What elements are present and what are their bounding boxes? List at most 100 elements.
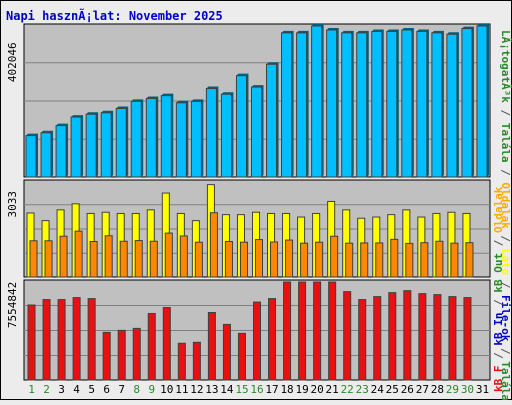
visits-bar bbox=[130, 100, 142, 178]
x-tick-label: 3 bbox=[58, 383, 65, 396]
bandwidth-bar bbox=[298, 281, 307, 381]
panel-visits: 402046 bbox=[6, 23, 491, 178]
bandwidth-bar bbox=[388, 292, 397, 381]
legend-part: Láto bbox=[499, 249, 512, 276]
x-tick-label: 13 bbox=[205, 383, 218, 396]
hits-bar bbox=[224, 241, 233, 278]
legend-part: Talála bbox=[499, 123, 512, 163]
x-axis-labels: 1 2 3 4 5 6 7 8 9 10 11 12 13 14 15 16 17 18 19 20 21 22 23 24 2… bbox=[28, 383, 489, 396]
visits-bar bbox=[431, 32, 443, 178]
hits-bar bbox=[375, 242, 384, 278]
bandwidth-bar bbox=[358, 299, 367, 381]
bandwidth-bar bbox=[328, 281, 337, 381]
x-tick-label: 1 bbox=[28, 383, 35, 396]
x-tick-label: 21 bbox=[326, 383, 339, 396]
legend-part: File-ok bbox=[499, 295, 512, 342]
visits-bar bbox=[220, 93, 232, 178]
hits-bar bbox=[164, 232, 173, 278]
legend-part: Oldalak bbox=[492, 186, 505, 233]
chart-title: Napi hasznÃ¡lat: November 2025 bbox=[6, 8, 223, 23]
hits-bar bbox=[285, 239, 294, 278]
visits-bar bbox=[341, 32, 353, 178]
bandwidth-bar bbox=[132, 327, 141, 381]
x-tick-label: 8 bbox=[133, 383, 140, 396]
right-bandwidth-legend: kB F / kB In / kB Out / Oldalak bbox=[492, 186, 505, 392]
visits-bar bbox=[416, 30, 428, 178]
legend-part: kB Out bbox=[492, 253, 505, 293]
bandwidth-bar bbox=[463, 297, 472, 381]
x-tick-label: 29 bbox=[446, 383, 459, 396]
x-tick-label: 17 bbox=[265, 383, 278, 396]
hits-bar bbox=[405, 242, 414, 278]
x-tick-label: 24 bbox=[371, 383, 385, 396]
hits-bar bbox=[330, 235, 339, 278]
hits-bar bbox=[300, 242, 309, 278]
x-tick-label: 19 bbox=[295, 383, 308, 396]
visits-bar bbox=[85, 113, 97, 178]
legend-part: / bbox=[499, 229, 512, 249]
x-tick-label: 23 bbox=[356, 383, 369, 396]
legend-part: Oldalak bbox=[499, 182, 512, 229]
visits-bar bbox=[25, 135, 37, 178]
bandwidth-bar bbox=[162, 307, 171, 381]
x-tick-label: 30 bbox=[461, 383, 474, 396]
hits-bar bbox=[390, 238, 399, 278]
hits-bar bbox=[465, 242, 474, 278]
legend-part: kB F bbox=[492, 366, 505, 393]
bandwidth-bar bbox=[237, 332, 246, 381]
visits-bar bbox=[266, 63, 278, 178]
visits-bar bbox=[100, 112, 112, 178]
x-tick-label: 15 bbox=[235, 383, 248, 396]
visits-bar bbox=[446, 33, 458, 178]
bandwidth-bar bbox=[207, 311, 216, 381]
bandwidth-bar bbox=[343, 291, 352, 381]
bandwidth-bar bbox=[403, 290, 412, 381]
visits-bar bbox=[205, 88, 217, 178]
x-tick-label: 2 bbox=[43, 383, 50, 396]
visits-bar bbox=[40, 132, 52, 178]
bandwidth-bar bbox=[252, 301, 262, 381]
hits-bar bbox=[270, 241, 279, 278]
x-tick-label: 9 bbox=[148, 383, 155, 396]
legend-part: / bbox=[492, 346, 505, 366]
bandwidth-bar bbox=[42, 299, 51, 381]
visits-bar bbox=[356, 32, 368, 178]
x-tick-label: 27 bbox=[416, 383, 429, 396]
visits-bar bbox=[296, 32, 308, 178]
x-tick-label: 6 bbox=[103, 383, 110, 396]
visits-bar bbox=[386, 30, 398, 178]
legend-part: kB In bbox=[492, 313, 505, 346]
visits-bar bbox=[401, 29, 413, 178]
visits-bar bbox=[326, 29, 338, 178]
legend-part: / bbox=[499, 162, 512, 182]
x-tick-label: 7 bbox=[118, 383, 125, 396]
right-series-legend: LÃ¡togatÃ³k / Talála / Oldalak / Láto / … bbox=[499, 30, 512, 400]
bandwidth-bar bbox=[72, 297, 81, 381]
visits-bar bbox=[476, 25, 488, 178]
hits-bar bbox=[89, 241, 98, 278]
hits-bar bbox=[450, 242, 459, 278]
bandwidth-bar bbox=[147, 312, 156, 381]
x-tick-label: 14 bbox=[220, 383, 234, 396]
legend-part: / bbox=[499, 103, 512, 123]
hits-bar bbox=[194, 241, 203, 278]
panel-bandwidth: 7554842 bbox=[6, 279, 491, 381]
panel-max-label: 3033 bbox=[6, 191, 19, 218]
panel-max-label: 402046 bbox=[6, 42, 19, 82]
visits-bar bbox=[175, 102, 187, 178]
visits-bar bbox=[115, 108, 127, 178]
hits-bar bbox=[29, 240, 38, 278]
legend-part: LÃ¡togatÃ³k bbox=[499, 30, 512, 103]
visits-bar bbox=[160, 95, 172, 178]
x-tick-label: 28 bbox=[431, 383, 444, 396]
hits-bar bbox=[179, 235, 188, 278]
x-tick-label: 31 bbox=[476, 383, 489, 396]
x-tick-label: 22 bbox=[341, 383, 354, 396]
visits-bar bbox=[371, 30, 383, 178]
hits-bar bbox=[74, 230, 83, 278]
x-tick-label: 10 bbox=[160, 383, 173, 396]
legend-part: / bbox=[499, 275, 512, 295]
chart-panels: 402046 3033 7554842 bbox=[6, 23, 491, 381]
bandwidth-bar bbox=[177, 342, 186, 381]
